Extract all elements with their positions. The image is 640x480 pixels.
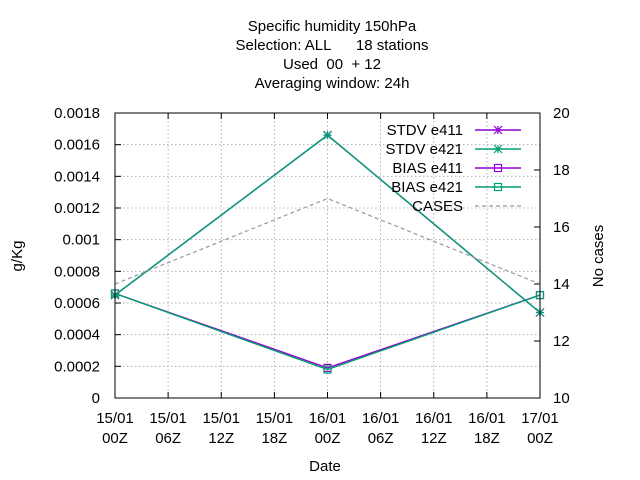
marker-stroke (493, 144, 503, 154)
x-tick-label-hour: 00Z (527, 430, 553, 447)
data-point (323, 130, 332, 140)
legend-marker (493, 163, 503, 173)
x-axis-label: Date (309, 458, 341, 475)
y-tick-label: 0.0012 (54, 200, 100, 217)
legend-label: STDV e421 (385, 141, 463, 158)
y2-axis-ticks: 10 12 14 16 18 20 (534, 105, 570, 407)
series-stdv-e411 (110, 130, 545, 317)
y2-tick-label: 18 (553, 162, 570, 179)
legend-marker (493, 144, 503, 154)
y-tick-label: 0.0002 (54, 358, 100, 375)
x-tick-label-hour: 18Z (474, 430, 500, 447)
marker-stroke (323, 130, 332, 140)
x-tick-label-hour: 18Z (261, 430, 287, 447)
legend-label: BIAS e421 (391, 179, 463, 196)
legend-label: BIAS e411 (392, 160, 463, 177)
y-tick-label: 0.0006 (54, 295, 100, 312)
x-tick-label-hour: 06Z (155, 430, 181, 447)
legend: STDV e411 STDV e421 BIAS e411 BIAS e421 CASE… (385, 122, 521, 215)
marker-stroke (493, 125, 503, 135)
series-line (114, 292, 541, 369)
y-tick-label: 0.001 (62, 232, 100, 249)
plot-frame (114, 112, 541, 399)
x-tick-label-date: 16/01 (415, 410, 453, 427)
y2-tick-label: 14 (553, 276, 570, 293)
grid (115, 113, 540, 398)
series-cases (114, 197, 541, 285)
x-tick-label-date: 16/01 (468, 410, 506, 427)
x-tick-label-hour: 06Z (368, 430, 394, 447)
y-tick-label: 0.0018 (54, 105, 100, 122)
series-stdv-e421 (110, 130, 545, 317)
title-line: Used 00 + 12 (283, 56, 381, 73)
x-tick-label-date: 15/01 (256, 410, 294, 427)
title-line: Averaging window: 24h (255, 75, 410, 92)
y-tick-label: 0.0014 (54, 168, 100, 185)
x-tick-label-date: 17/01 (521, 410, 559, 427)
y-tick-label: 0 (92, 390, 100, 407)
y2-tick-label: 12 (553, 333, 570, 350)
y2-tick-label: 16 (553, 219, 570, 236)
y-tick-label: 0.0008 (54, 263, 100, 280)
y2-tick-label: 10 (553, 390, 570, 407)
legend-marker (493, 182, 503, 192)
x-tick-label-hour: 00Z (102, 430, 128, 447)
y2-tick-label: 20 (553, 105, 570, 122)
legend-label: STDV e411 (387, 122, 463, 139)
x-tick-label-hour: 12Z (421, 430, 447, 447)
x-tick-label-date: 16/01 (309, 410, 347, 427)
y-axis-ticks: 0 0.0002 0.0004 0.0006 0.0008 0.001 0.0012 0.00… (54, 105, 121, 407)
chart-title: Specific humidity 150hPa Selection: ALL 1… (236, 18, 429, 92)
series-line (114, 292, 541, 371)
x-tick-label-date: 15/01 (96, 410, 134, 427)
y-tick-label: 0.0004 (54, 327, 100, 344)
title-line: Selection: ALL 18 stations (236, 37, 429, 54)
x-tick-label-hour: 00Z (315, 430, 341, 447)
x-tick-label-date: 16/01 (362, 410, 400, 427)
y2-axis-label: No cases (590, 225, 607, 288)
legend-label: CASES (412, 198, 463, 215)
x-tick-label-date: 15/01 (202, 410, 240, 427)
x-tick-label-date: 15/01 (149, 410, 187, 427)
title-line: Specific humidity 150hPa (248, 18, 417, 35)
series-line (114, 197, 541, 285)
x-axis-ticks: 15/01 00Z 15/01 06Z 15/01 12Z 15/01 18Z 16/01 00Z… (96, 113, 559, 447)
x-tick-label-hour: 12Z (208, 430, 234, 447)
y-axis-label: g/Kg (9, 241, 26, 272)
legend-marker (493, 125, 503, 135)
data-point (323, 365, 332, 374)
y-tick-label: 0.0016 (54, 137, 100, 154)
